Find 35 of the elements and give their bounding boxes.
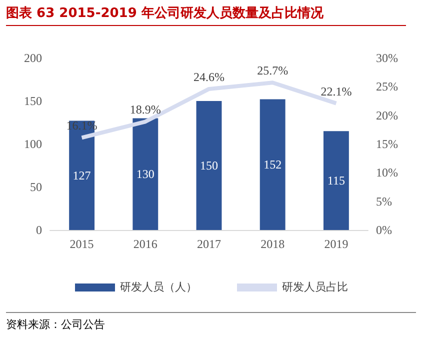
x-tick-label: 2019 [324, 237, 348, 251]
text: 资料来源：公司公告 [6, 312, 416, 332]
x-tick-label: 2017 [197, 237, 221, 251]
bar [69, 120, 95, 230]
bar [260, 99, 286, 230]
y2-tick-label: 15% [376, 137, 398, 151]
y2-tick-label: 10% [376, 166, 398, 180]
data-label: 22.1% [320, 84, 352, 98]
data-label: 130 [136, 167, 154, 182]
y-tick-label: 0 [36, 223, 42, 237]
bar [132, 118, 158, 230]
data-label: 18.9% [130, 102, 161, 117]
legend-label: 研发人员占比 [282, 280, 348, 294]
y-tick-label: 150 [24, 94, 42, 108]
x-tick-label: 2015 [70, 237, 94, 251]
y-tick-label: 50 [30, 180, 42, 194]
data-label: 24.6% [194, 70, 224, 84]
y2-tick-label: 5% [376, 194, 392, 208]
data-label: 115 [327, 174, 345, 188]
y-tick-label: 200 [24, 51, 42, 65]
bar [323, 131, 349, 230]
y2-tick-label: 30% [376, 51, 398, 65]
bar [196, 101, 222, 230]
y2-tick-label: 20% [376, 108, 398, 122]
x-tick-label: 2018 [260, 237, 285, 251]
data-label: 127 [72, 168, 91, 182]
data-label: 150 [200, 158, 218, 172]
y-tick-label: 100 [24, 137, 42, 151]
y2-tick-label: 0% [376, 223, 392, 237]
data-label: 25.7% [257, 64, 288, 78]
y2-tick-label: 25% [376, 80, 398, 94]
legend-label: 研发人员（人） [120, 282, 197, 294]
data-label: 152 [264, 158, 282, 172]
chart-title: 图表 63 2015-2019 年公司研发人员数量及占比情况 [6, 4, 406, 26]
x-tick-label: 2016 [133, 237, 158, 251]
